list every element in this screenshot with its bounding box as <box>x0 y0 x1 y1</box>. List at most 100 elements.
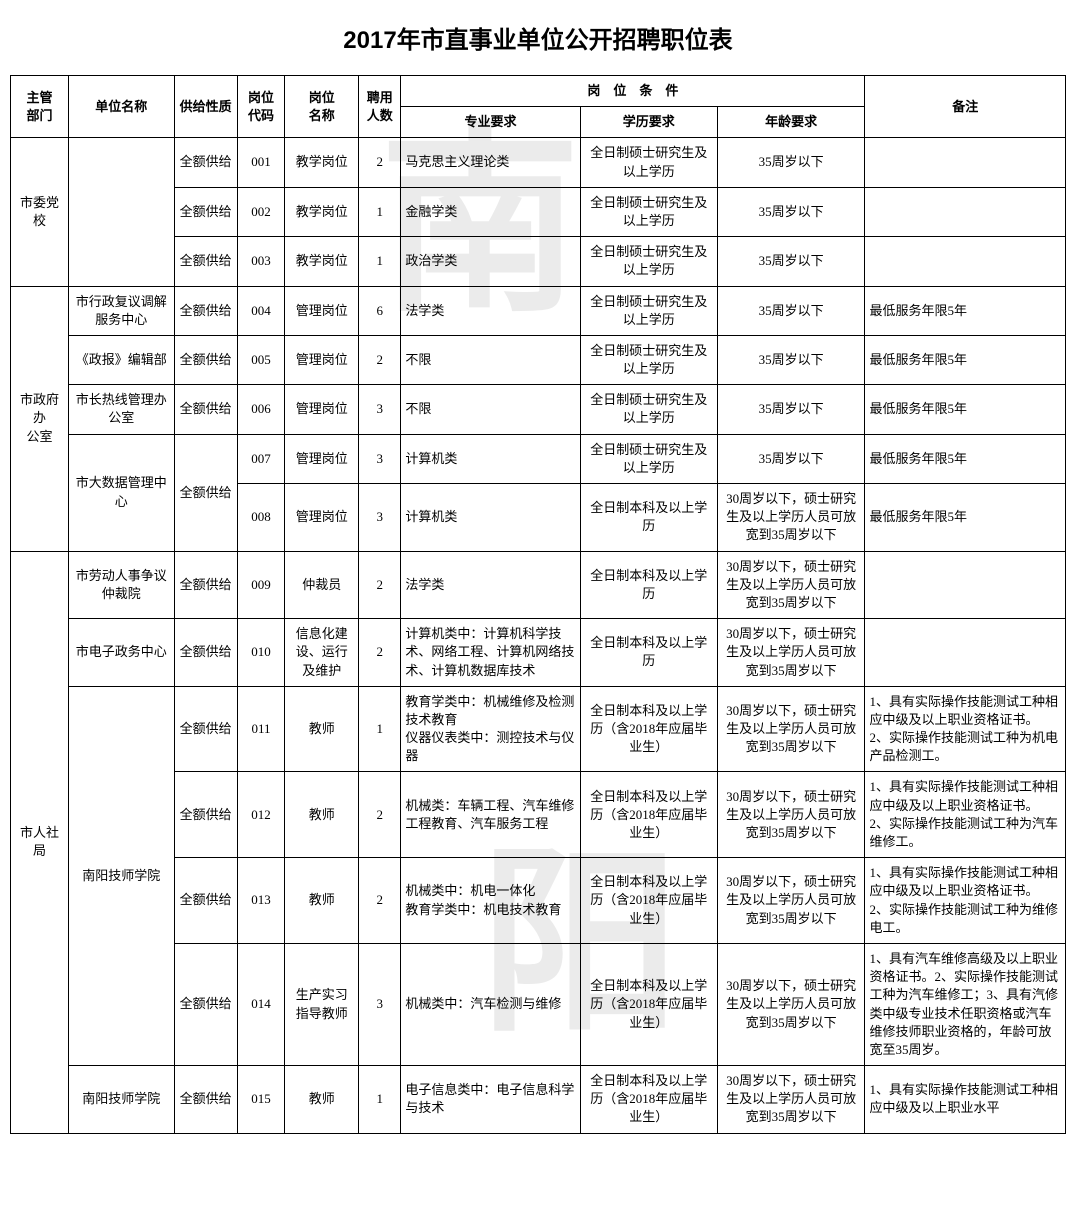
th-supply: 供给性质 <box>174 76 237 138</box>
cell-age: 30周岁以下，硕士研究生及以上学历人员可放宽到35周岁以下 <box>717 686 865 772</box>
th-dept: 主管部门 <box>11 76 69 138</box>
positions-table: 主管部门 单位名称 供给性质 岗位代码 岗位名称 聘用人数 岗 位 条 件 备注… <box>10 75 1066 1134</box>
cell-num: 1 <box>359 187 401 236</box>
cell-code: 005 <box>237 335 284 384</box>
cell-major: 不限 <box>401 385 580 434</box>
cell-dept: 市委党校 <box>11 138 69 286</box>
cell-unit: 《政报》编辑部 <box>69 335 175 384</box>
cell-num: 2 <box>359 138 401 187</box>
cell-unit: 南阳技师学院 <box>69 1066 175 1134</box>
cell-note <box>865 187 1066 236</box>
cell-num: 3 <box>359 434 401 483</box>
cell-num: 1 <box>359 1066 401 1134</box>
cell-code: 013 <box>237 858 284 944</box>
cell-edu: 全日制硕士研究生及以上学历 <box>580 237 717 286</box>
cell-edu: 全日制硕士研究生及以上学历 <box>580 385 717 434</box>
cell-unit: 市行政复议调解服务中心 <box>69 286 175 335</box>
cell-supply: 全额供给 <box>174 385 237 434</box>
cell-note: 最低服务年限5年 <box>865 286 1066 335</box>
cell-num: 2 <box>359 619 401 687</box>
cell-unit: 南阳技师学院 <box>69 686 175 1065</box>
table-row: 南阳技师学院全额供给015教师1电子信息类中：电子信息科学与技术全日制本科及以上… <box>11 1066 1066 1134</box>
cell-pos: 教师 <box>285 1066 359 1134</box>
table-row: 市人社局市劳动人事争议仲裁院全额供给009仲裁员2法学类全日制本科及以上学历30… <box>11 551 1066 619</box>
page-title: 2017年市直事业单位公开招聘职位表 <box>10 20 1066 55</box>
cell-edu: 全日制本科及以上学历（含2018年应届毕业生） <box>580 858 717 944</box>
table-row: 《政报》编辑部全额供给005管理岗位2不限全日制硕士研究生及以上学历35周岁以下… <box>11 335 1066 384</box>
cell-major: 金融学类 <box>401 187 580 236</box>
cell-pos: 教师 <box>285 772 359 858</box>
cell-major: 马克思主义理论类 <box>401 138 580 187</box>
cell-pos: 教学岗位 <box>285 187 359 236</box>
cell-supply: 全额供给 <box>174 187 237 236</box>
cell-code: 001 <box>237 138 284 187</box>
cell-supply: 全额供给 <box>174 551 237 619</box>
cell-supply: 全额供给 <box>174 619 237 687</box>
cell-pos: 信息化建设、运行及维护 <box>285 619 359 687</box>
cell-note: 1、具有汽车维修高级及以上职业资格证书。2、实际操作技能测试工种为汽车维修工；3… <box>865 943 1066 1065</box>
cell-major: 计算机类 <box>401 484 580 552</box>
cell-code: 007 <box>237 434 284 483</box>
cell-major: 计算机类中：计算机科学技术、网络工程、计算机网络技术、计算机数据库技术 <box>401 619 580 687</box>
cell-edu: 全日制本科及以上学历 <box>580 619 717 687</box>
cell-supply: 全额供给 <box>174 434 237 551</box>
cell-code: 009 <box>237 551 284 619</box>
table-row: 南阳技师学院全额供给011教师1教育学类中：机械维修及检测技术教育仪器仪表类中：… <box>11 686 1066 772</box>
cell-major: 不限 <box>401 335 580 384</box>
cell-note: 1、具有实际操作技能测试工种相应中级及以上职业水平 <box>865 1066 1066 1134</box>
th-code: 岗位代码 <box>237 76 284 138</box>
cell-supply: 全额供给 <box>174 858 237 944</box>
th-major: 专业要求 <box>401 107 580 138</box>
cell-supply: 全额供给 <box>174 237 237 286</box>
cell-note <box>865 551 1066 619</box>
cell-code: 003 <box>237 237 284 286</box>
table-header: 主管部门 单位名称 供给性质 岗位代码 岗位名称 聘用人数 岗 位 条 件 备注… <box>11 76 1066 138</box>
cell-edu: 全日制本科及以上学历（含2018年应届毕业生） <box>580 686 717 772</box>
cell-age: 35周岁以下 <box>717 187 865 236</box>
cell-age: 30周岁以下，硕士研究生及以上学历人员可放宽到35周岁以下 <box>717 484 865 552</box>
cell-age: 35周岁以下 <box>717 434 865 483</box>
cell-pos: 管理岗位 <box>285 286 359 335</box>
th-unit: 单位名称 <box>69 76 175 138</box>
cell-edu: 全日制本科及以上学历 <box>580 551 717 619</box>
cell-note: 最低服务年限5年 <box>865 434 1066 483</box>
th-cond: 岗 位 条 件 <box>401 76 865 107</box>
cell-edu: 全日制硕士研究生及以上学历 <box>580 187 717 236</box>
cell-edu: 全日制本科及以上学历（含2018年应届毕业生） <box>580 772 717 858</box>
table-row: 市电子政务中心全额供给010信息化建设、运行及维护2计算机类中：计算机科学技术、… <box>11 619 1066 687</box>
cell-age: 35周岁以下 <box>717 237 865 286</box>
cell-pos: 教学岗位 <box>285 138 359 187</box>
cell-unit: 市长热线管理办公室 <box>69 385 175 434</box>
cell-major: 电子信息类中：电子信息科学与技术 <box>401 1066 580 1134</box>
cell-unit: 市劳动人事争议仲裁院 <box>69 551 175 619</box>
cell-major: 机械类中：汽车检测与维修 <box>401 943 580 1065</box>
cell-num: 3 <box>359 484 401 552</box>
cell-edu: 全日制本科及以上学历（含2018年应届毕业生） <box>580 943 717 1065</box>
cell-pos: 教学岗位 <box>285 237 359 286</box>
cell-supply: 全额供给 <box>174 335 237 384</box>
cell-edu: 全日制本科及以上学历（含2018年应届毕业生） <box>580 1066 717 1134</box>
cell-edu: 全日制硕士研究生及以上学历 <box>580 335 717 384</box>
cell-note: 最低服务年限5年 <box>865 335 1066 384</box>
cell-num: 3 <box>359 385 401 434</box>
cell-supply: 全额供给 <box>174 138 237 187</box>
table-row: 市大数据管理中心全额供给007管理岗位3计算机类全日制硕士研究生及以上学历35周… <box>11 434 1066 483</box>
table-row: 市委党校全额供给001教学岗位2马克思主义理论类全日制硕士研究生及以上学历35周… <box>11 138 1066 187</box>
cell-code: 002 <box>237 187 284 236</box>
cell-note <box>865 237 1066 286</box>
cell-note <box>865 138 1066 187</box>
cell-age: 30周岁以下，硕士研究生及以上学历人员可放宽到35周岁以下 <box>717 619 865 687</box>
cell-major: 机械类：车辆工程、汽车维修工程教育、汽车服务工程 <box>401 772 580 858</box>
cell-age: 30周岁以下，硕士研究生及以上学历人员可放宽到35周岁以下 <box>717 772 865 858</box>
cell-age: 35周岁以下 <box>717 335 865 384</box>
cell-age: 35周岁以下 <box>717 385 865 434</box>
cell-major: 计算机类 <box>401 434 580 483</box>
cell-pos: 教师 <box>285 858 359 944</box>
cell-unit <box>69 138 175 286</box>
cell-major: 教育学类中：机械维修及检测技术教育仪器仪表类中：测控技术与仪器 <box>401 686 580 772</box>
cell-edu: 全日制硕士研究生及以上学历 <box>580 286 717 335</box>
cell-note <box>865 619 1066 687</box>
cell-age: 35周岁以下 <box>717 138 865 187</box>
cell-note: 最低服务年限5年 <box>865 385 1066 434</box>
cell-pos: 仲裁员 <box>285 551 359 619</box>
